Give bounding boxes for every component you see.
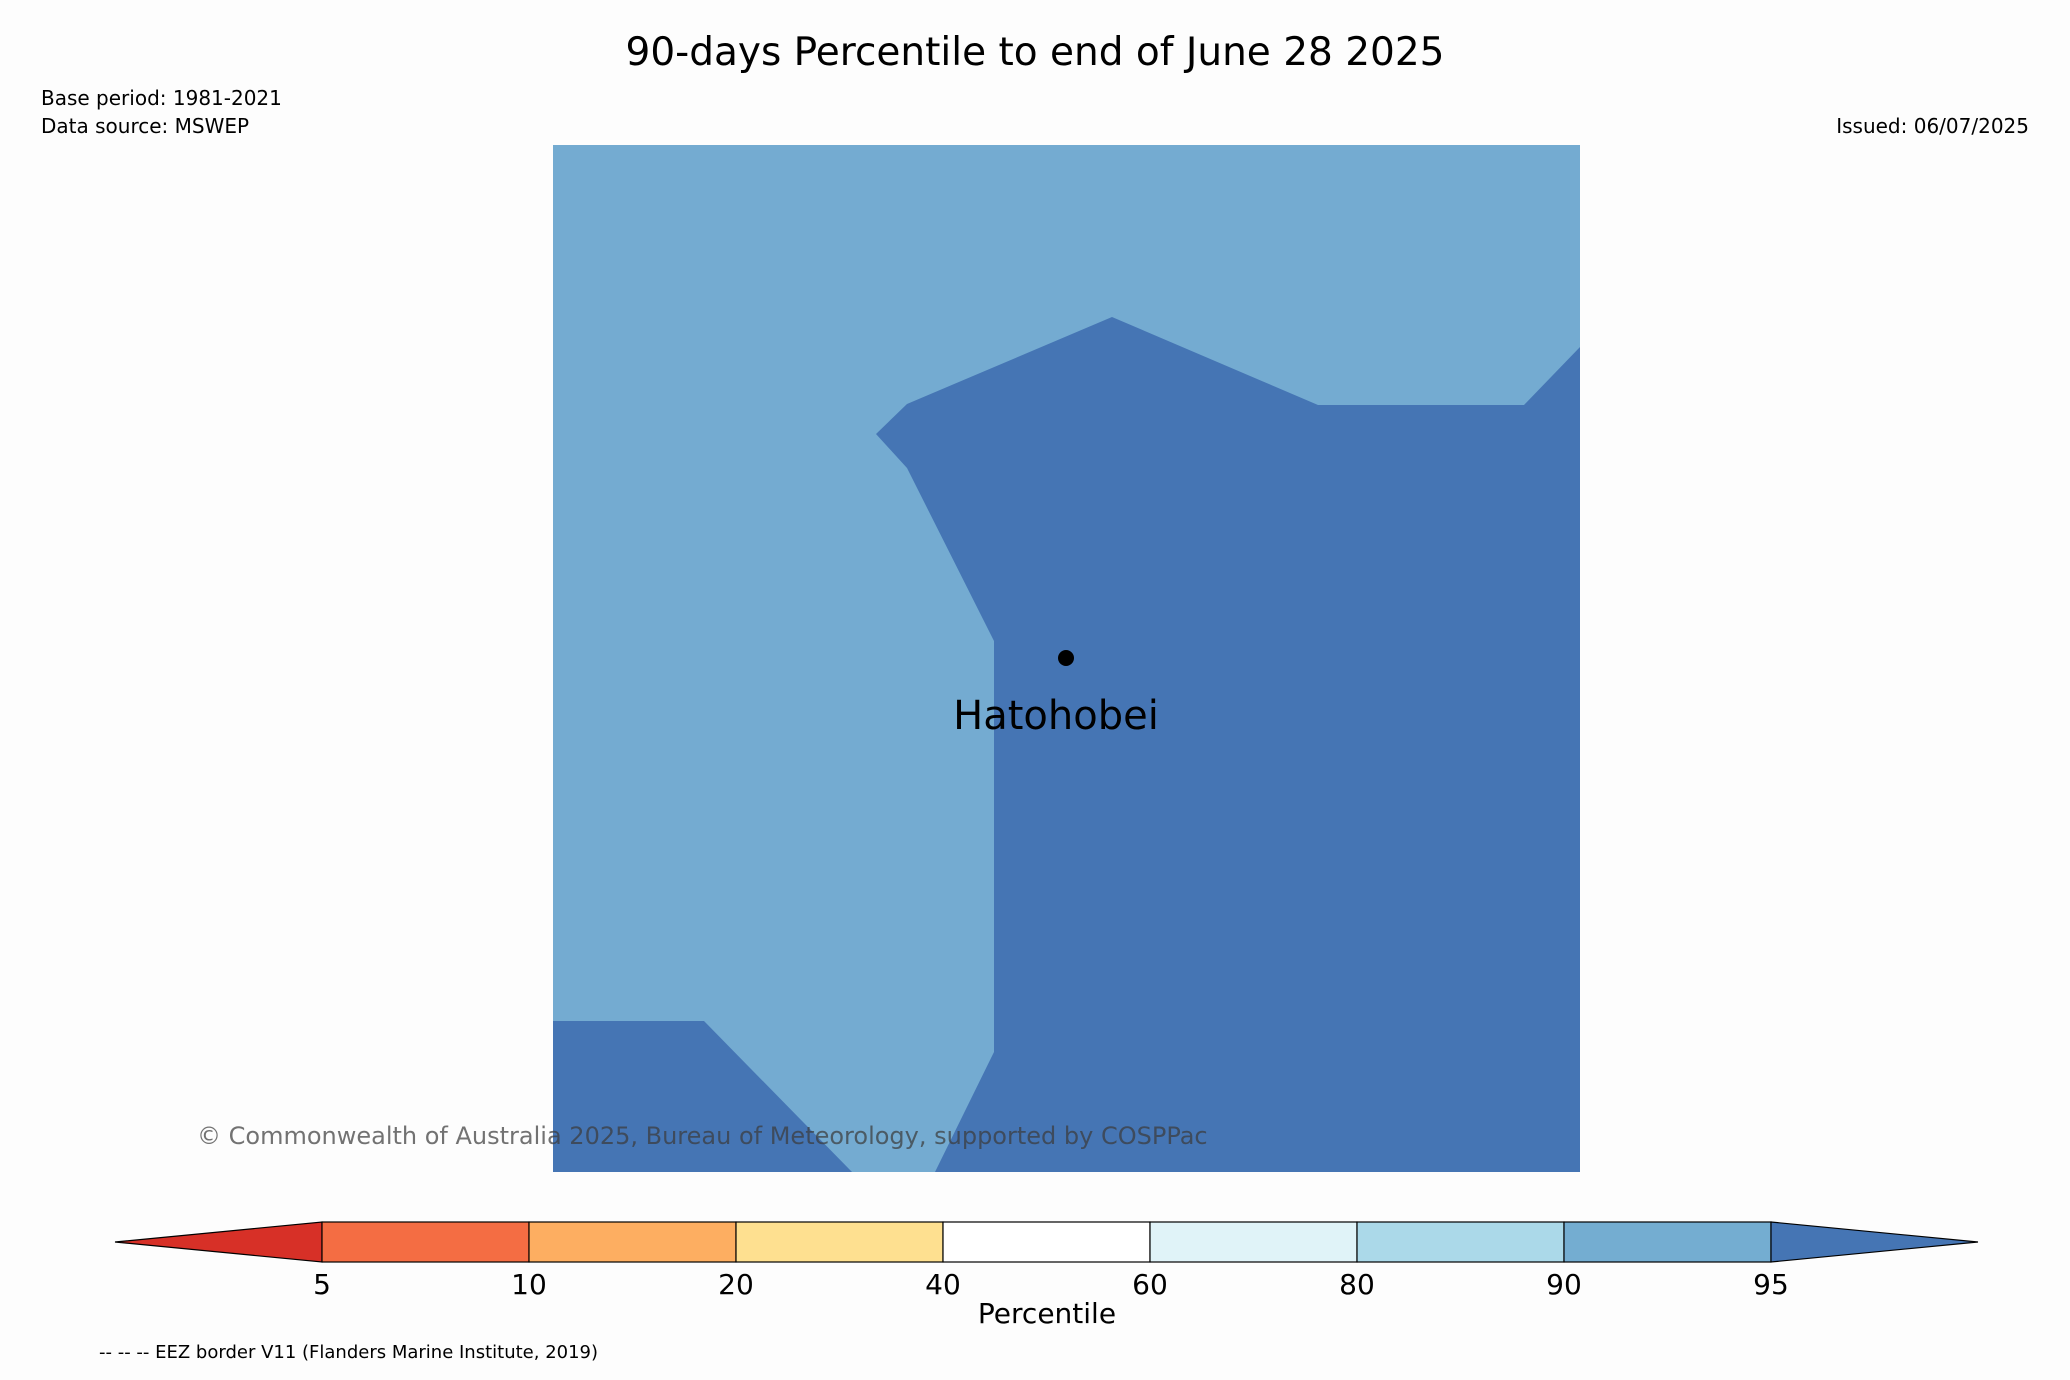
- colorbar-tick-label: 60: [1132, 1268, 1168, 1301]
- colorbar-segment-10-20: [528, 1221, 737, 1263]
- map-title: 90-days Percentile to end of June 28 202…: [625, 30, 1445, 75]
- colorbar-extend-low: [114, 1221, 323, 1263]
- colorbar-segment-20-40: [735, 1221, 944, 1263]
- colorbar: [114, 1221, 1979, 1263]
- colorbar-tick-label: 20: [718, 1268, 754, 1301]
- colorbar-segment-90-95: [1563, 1221, 1772, 1263]
- colorbar-tick-label: 40: [925, 1268, 961, 1301]
- colorbar-segment-60-80: [1149, 1221, 1358, 1263]
- percentile-region-above-95-southwest: [553, 1021, 852, 1172]
- colorbar-tick-label: 10: [511, 1268, 547, 1301]
- colorbar-tick-label: 5: [313, 1268, 331, 1301]
- map-panel: [553, 145, 1580, 1172]
- colorbar-tick-label: 80: [1339, 1268, 1375, 1301]
- issued-date-text: Issued: 06/07/2025: [1836, 114, 2029, 138]
- data-source-text: Data source: MSWEP: [41, 114, 250, 138]
- percentile-region-above-95: [876, 317, 1580, 1172]
- base-period-text: Base period: 1981-2021: [41, 86, 282, 110]
- colorbar-extend-high: [1770, 1221, 1979, 1263]
- location-marker: [1058, 650, 1074, 666]
- metadata-left: Base period: 1981-2021 Data source: MSWE…: [41, 84, 282, 140]
- eez-border-footnote: -- -- -- EEZ border V11 (Flanders Marine…: [99, 1342, 599, 1363]
- colorbar-tick-label: 95: [1753, 1268, 1789, 1301]
- copyright-credit: © Commonwealth of Australia 2025, Bureau…: [197, 1122, 1208, 1150]
- colorbar-segment-80-90: [1356, 1221, 1565, 1263]
- colorbar-tick-label: 90: [1546, 1268, 1582, 1301]
- colorbar-segment-5-10: [321, 1221, 530, 1263]
- colorbar-label: Percentile: [977, 1297, 1117, 1330]
- place-label-hatohobei: Hatohobei: [953, 693, 1159, 739]
- colorbar-segment-40-60: [942, 1221, 1151, 1263]
